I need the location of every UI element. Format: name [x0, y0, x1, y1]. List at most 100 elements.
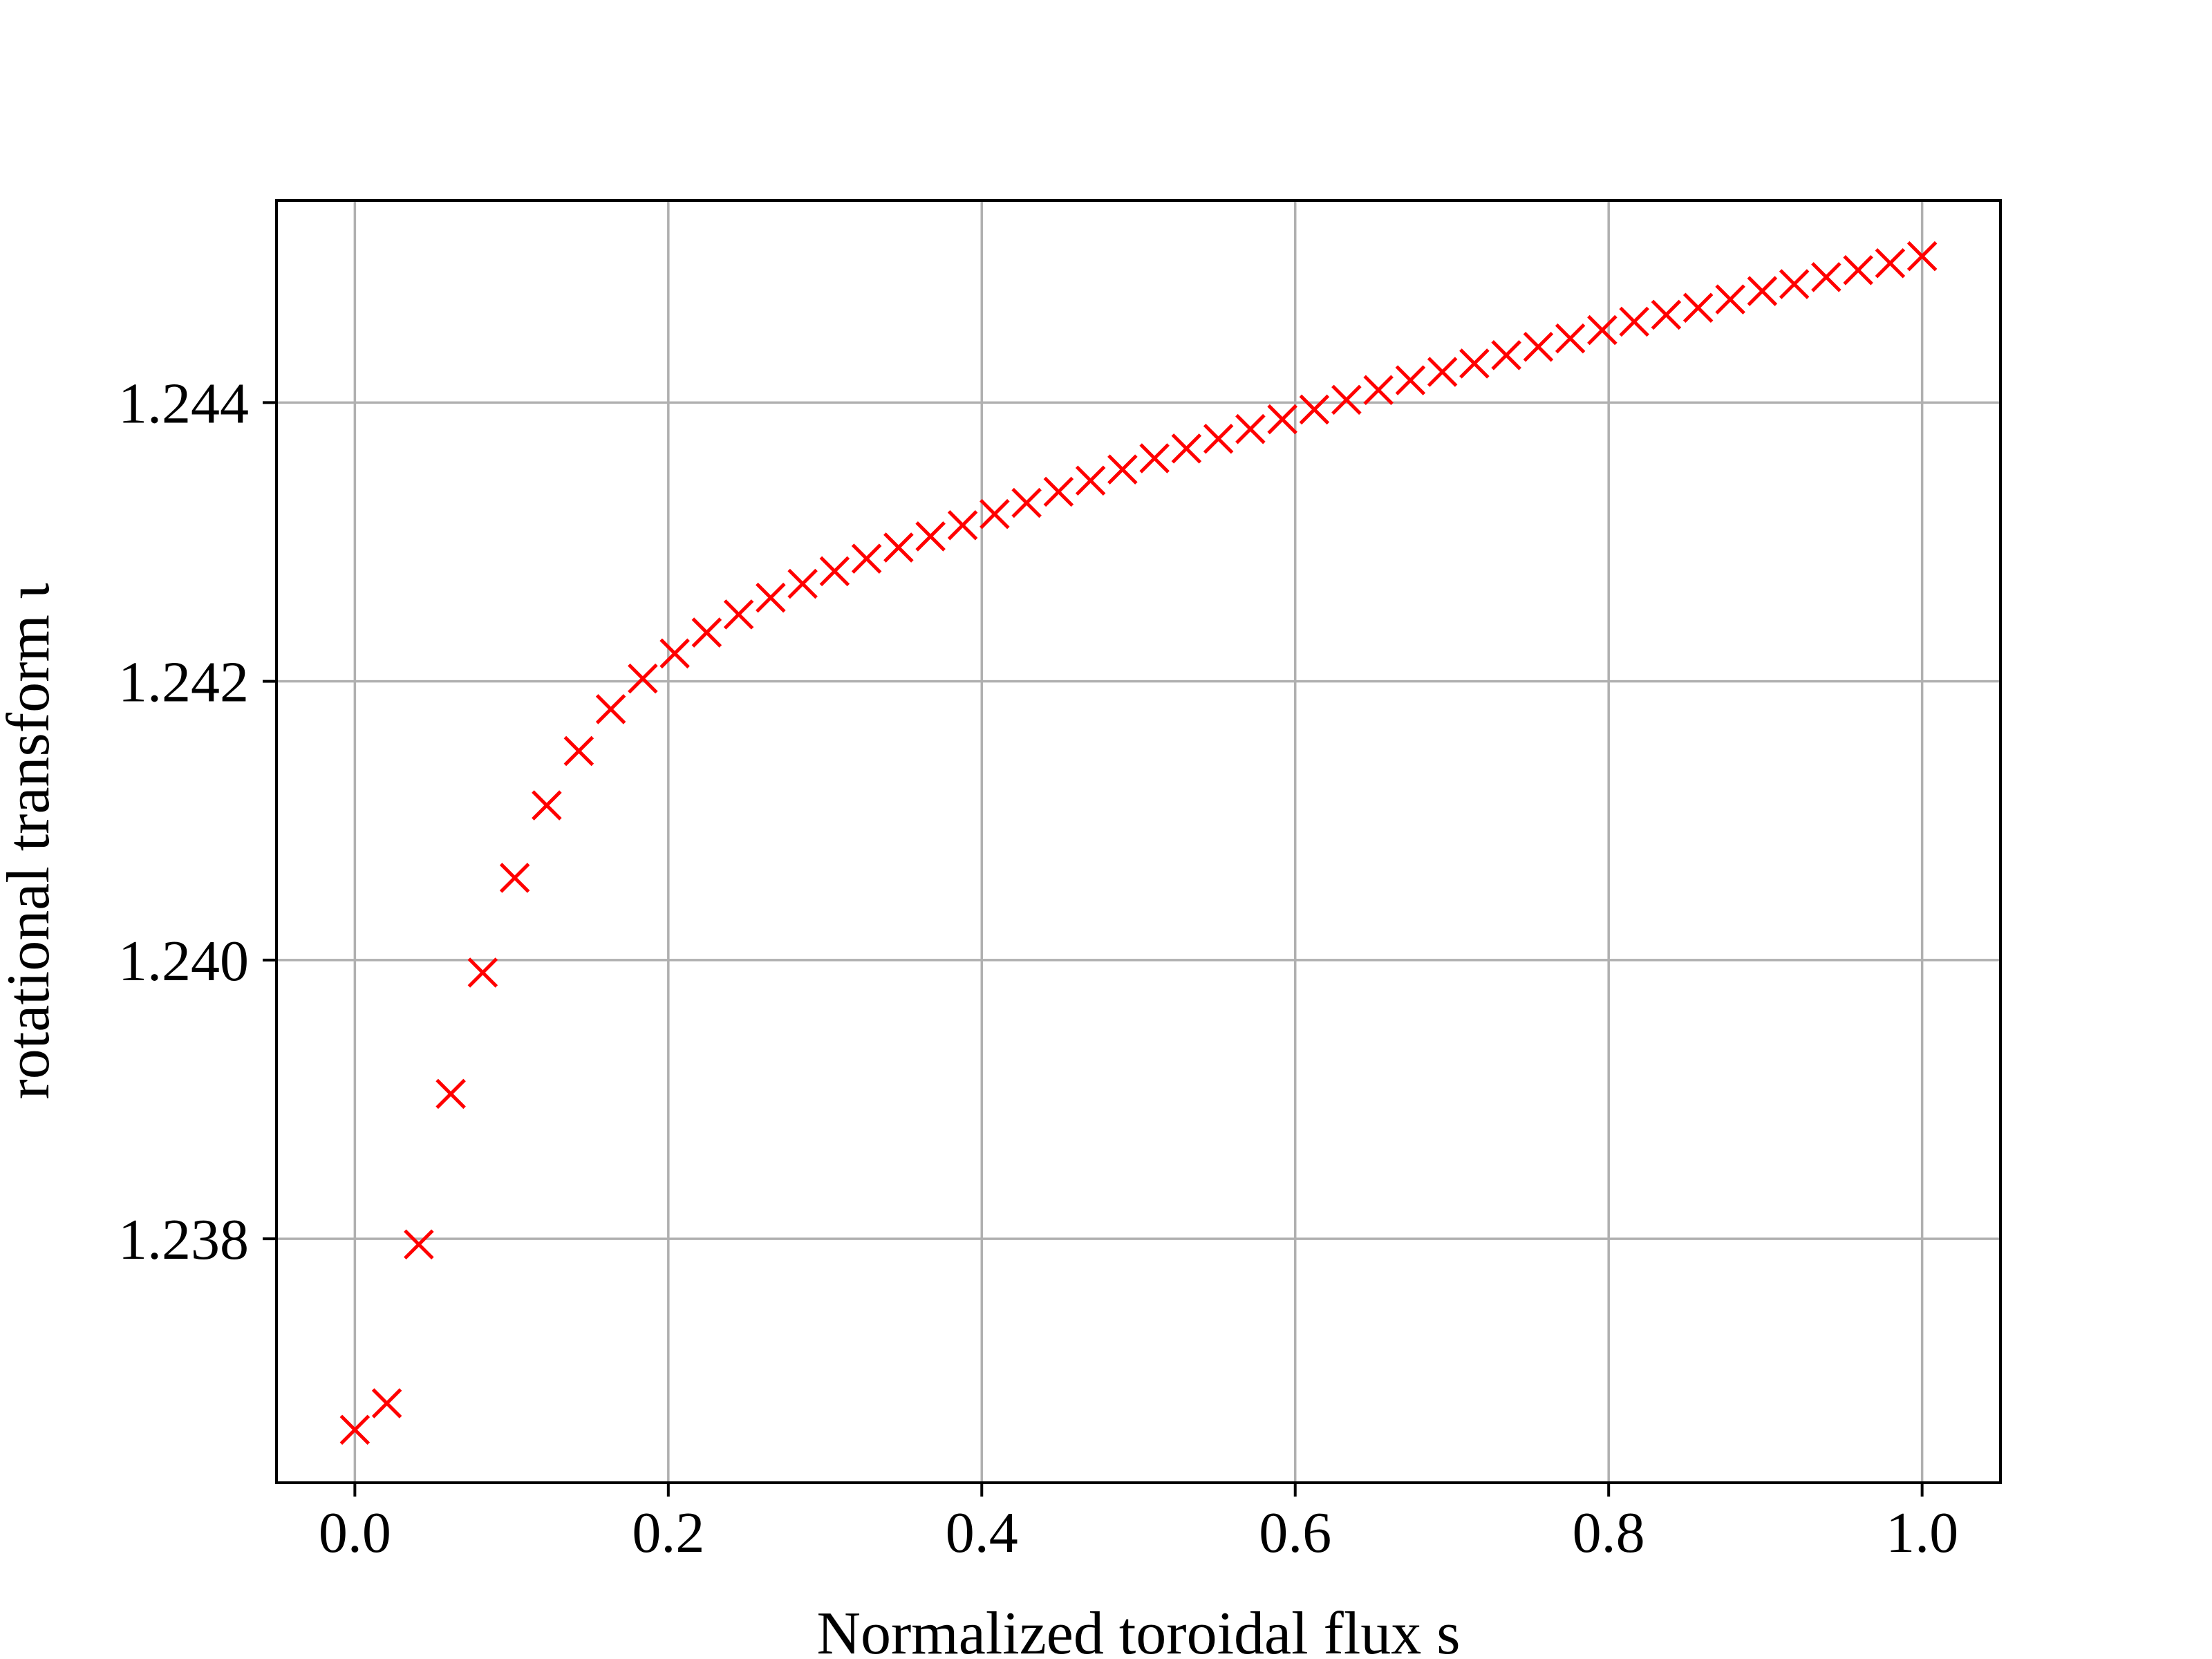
data-point-marker [787, 568, 818, 599]
x-marker-glyph [819, 556, 850, 587]
data-point-marker [1875, 247, 1906, 279]
data-point-marker [532, 790, 562, 821]
data-point-marker [1651, 299, 1682, 330]
x-tick-label: 0.0 [319, 1501, 391, 1565]
data-point-marker [1491, 340, 1521, 371]
data-point-marker [1906, 241, 1938, 272]
data-point-marker [1587, 315, 1618, 346]
data-point-marker [371, 1388, 402, 1418]
data-point-marker [499, 863, 530, 893]
data-point-marker [1747, 276, 1778, 306]
x-marker-glyph [1043, 476, 1074, 507]
x-marker-glyph [1267, 404, 1297, 435]
data-point-marker [851, 543, 882, 574]
axis-ticks [263, 401, 1924, 1497]
x-marker-glyph [1811, 262, 1841, 292]
data-point-marker [1331, 384, 1362, 415]
x-marker-glyph [1555, 323, 1586, 354]
y-tick-label: 1.238 [118, 1208, 249, 1272]
x-marker-glyph [659, 638, 690, 669]
x-marker-glyph [1139, 443, 1170, 474]
y-tick-label: 1.240 [118, 929, 249, 993]
data-point-marker [1171, 433, 1202, 464]
data-point-marker [595, 694, 626, 724]
data-point-marker [1299, 394, 1330, 425]
data-point-marker [1619, 306, 1649, 337]
x-marker-glyph [1395, 365, 1426, 395]
data-point-marker [883, 532, 914, 563]
data-point-marker [1683, 292, 1714, 324]
x-marker-glyph [628, 663, 658, 694]
x-marker-glyph [563, 735, 594, 767]
data-point-marker [1779, 269, 1810, 299]
x-marker-glyph [1747, 276, 1778, 306]
data-point-marker [1459, 348, 1490, 379]
data-point-marker [1075, 465, 1106, 496]
x-marker-glyph [723, 599, 754, 630]
data-point-marker [691, 617, 722, 648]
data-point-marker [1555, 323, 1586, 354]
data-point-marker [628, 663, 658, 694]
data-point-marker [1267, 404, 1297, 435]
grid-lines [276, 200, 2000, 1483]
x-marker-glyph [435, 1078, 466, 1109]
data-point-marker [1203, 424, 1234, 454]
data-point-marker [1811, 262, 1841, 292]
x-marker-glyph [1491, 340, 1521, 371]
x-marker-glyph [1651, 299, 1682, 330]
data-point-marker [435, 1078, 466, 1109]
x-marker-glyph [1459, 348, 1490, 379]
x-marker-glyph [1331, 384, 1362, 415]
data-point-marker [1011, 487, 1042, 518]
data-point-marker [659, 638, 690, 669]
x-marker-glyph [1906, 241, 1938, 272]
x-marker-glyph [499, 863, 530, 893]
data-point-marker [1427, 357, 1458, 387]
tick-labels: 0.0 0.2 0.4 0.6 0.8 1.0 1.238 1.240 1.242 1.244 [118, 371, 1958, 1565]
x-axis-label: Normalized toroidal flux s [816, 1600, 1460, 1659]
x-marker-glyph [1843, 255, 1873, 285]
x-marker-glyph [532, 790, 562, 821]
data-point-marker [915, 521, 946, 552]
x-marker-glyph [1011, 487, 1042, 518]
x-marker-glyph [1779, 269, 1810, 299]
x-marker-glyph [595, 694, 626, 724]
x-marker-glyph [1715, 284, 1745, 315]
x-marker-glyph [467, 957, 498, 988]
data-point-marker [723, 599, 754, 630]
data-point-marker [1043, 476, 1074, 507]
data-point-marker [467, 957, 498, 988]
x-marker-glyph [1075, 465, 1106, 496]
x-marker-glyph [1427, 357, 1458, 387]
data-point-marker [563, 735, 594, 767]
y-tick-label: 1.242 [118, 650, 249, 715]
x-tick-label: 0.8 [1573, 1501, 1645, 1565]
x-marker-glyph [1107, 454, 1138, 485]
x-tick-label: 0.4 [946, 1501, 1018, 1565]
data-point-marker [404, 1229, 434, 1259]
x-marker-glyph [756, 582, 786, 613]
x-marker-glyph [915, 521, 946, 552]
y-axis-label: rotational transform ι [0, 583, 62, 1099]
y-tick-label: 1.244 [118, 371, 249, 435]
data-point-marker [756, 582, 786, 613]
x-marker-glyph [1171, 433, 1202, 464]
x-marker-glyph [339, 1414, 371, 1445]
data-point-marker [1107, 454, 1138, 485]
x-tick-label: 0.6 [1259, 1501, 1331, 1565]
data-point-marker [819, 556, 850, 587]
x-marker-glyph [851, 543, 882, 574]
data-point-marker [1235, 413, 1266, 444]
x-tick-label: 0.2 [632, 1501, 704, 1565]
data-point-marker [1363, 375, 1394, 405]
x-marker-glyph [1299, 394, 1330, 425]
x-marker-glyph [371, 1388, 402, 1418]
data-point-marker [980, 498, 1010, 529]
data-point-marker [1523, 331, 1554, 362]
x-marker-glyph [883, 532, 914, 563]
data-point-marker [1139, 443, 1170, 474]
x-marker-glyph [1363, 375, 1394, 405]
data-point-marker [1715, 284, 1745, 315]
x-marker-glyph [404, 1229, 434, 1259]
